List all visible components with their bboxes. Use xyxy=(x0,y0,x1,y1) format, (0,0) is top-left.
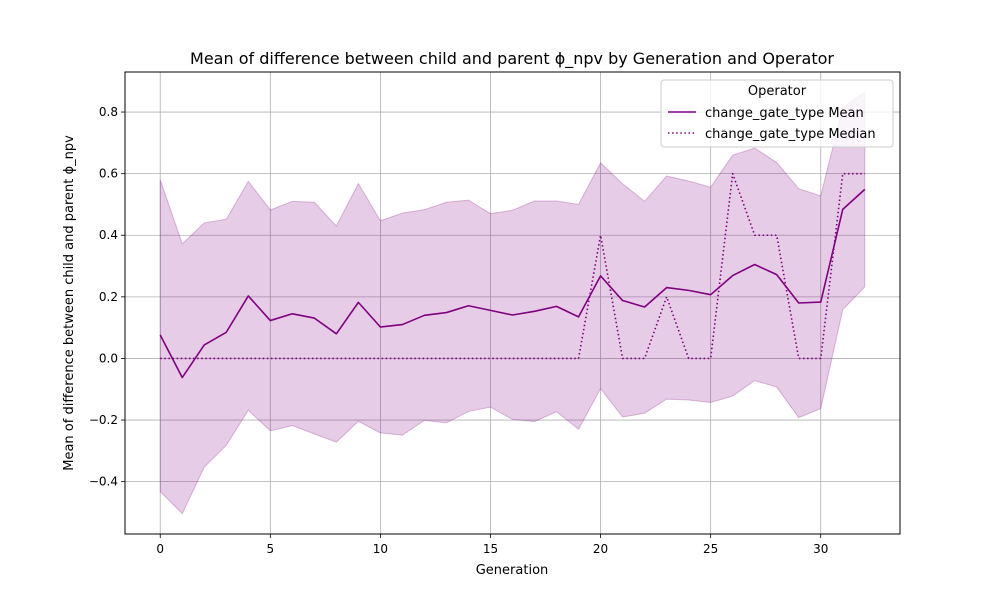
x-tick-label: 25 xyxy=(703,542,718,556)
chart-title: Mean of difference between child and par… xyxy=(190,49,834,69)
series-layer xyxy=(159,172,866,379)
y-tick-label: 0.0 xyxy=(99,351,118,365)
y-axis-label: Mean of difference between child and par… xyxy=(62,135,77,471)
y-tick-label: 0.4 xyxy=(99,228,118,242)
band-layer xyxy=(159,91,866,515)
y-tick-label: −0.2 xyxy=(89,413,118,427)
legend: Operator change_gate_type Mean change_ga… xyxy=(660,79,894,148)
x-tick-label: 15 xyxy=(483,542,498,556)
x-axis: 0 5 10 15 20 25 30 xyxy=(156,534,828,556)
x-tick-label: 10 xyxy=(373,542,388,556)
y-tick-label: 0.2 xyxy=(99,290,118,304)
x-tick-label: 20 xyxy=(593,542,608,556)
legend-entry-median: change_gate_type Median xyxy=(705,127,876,142)
y-tick-label: 0.6 xyxy=(99,167,118,181)
x-axis-label: Generation xyxy=(476,563,549,578)
x-tick-label: 30 xyxy=(813,542,828,556)
legend-entry-mean: change_gate_type Mean xyxy=(705,106,864,121)
legend-title: Operator xyxy=(748,84,807,99)
confidence-band xyxy=(159,91,866,515)
y-axis: −0.4 −0.2 0.0 0.2 0.4 0.6 0.8 xyxy=(89,105,125,489)
series-line-mean xyxy=(159,188,866,379)
y-tick-label: −0.4 xyxy=(89,475,118,489)
plot-frame xyxy=(124,71,901,535)
x-tick-label: 0 xyxy=(156,542,164,556)
x-tick-label: 5 xyxy=(266,542,274,556)
y-tick-label: 0.8 xyxy=(99,105,118,119)
legend-box xyxy=(660,79,894,148)
